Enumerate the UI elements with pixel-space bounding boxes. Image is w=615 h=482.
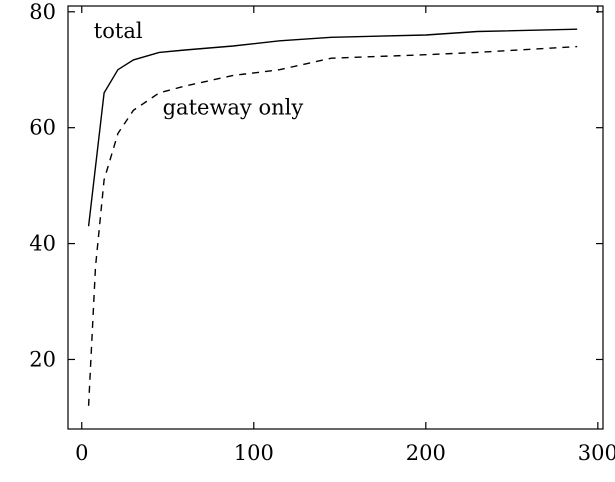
y-tick-label: 80 (29, 0, 56, 24)
x-tick-label: 200 (406, 441, 446, 465)
series-layer (87, 28, 578, 406)
series-line-gateway-only (87, 45, 578, 406)
x-tick-label: 100 (234, 441, 274, 465)
y-tick-label: 40 (29, 232, 56, 256)
y-tick-label: 20 (29, 347, 56, 371)
plot-frame (67, 5, 604, 430)
annotation-gateway-only: gateway only (163, 95, 304, 119)
annotation-layer: total gateway only (94, 19, 304, 119)
annotation-total: total (94, 19, 143, 43)
axis-ticks (68, 6, 603, 429)
series-line-total (87, 28, 578, 227)
x-tick-label: 300 (578, 441, 615, 465)
x-tick-label: 0 (75, 441, 88, 465)
y-tick-label: 60 (29, 116, 56, 140)
axis-tick-labels: 0 100 200 300 20 40 60 80 (29, 0, 615, 465)
